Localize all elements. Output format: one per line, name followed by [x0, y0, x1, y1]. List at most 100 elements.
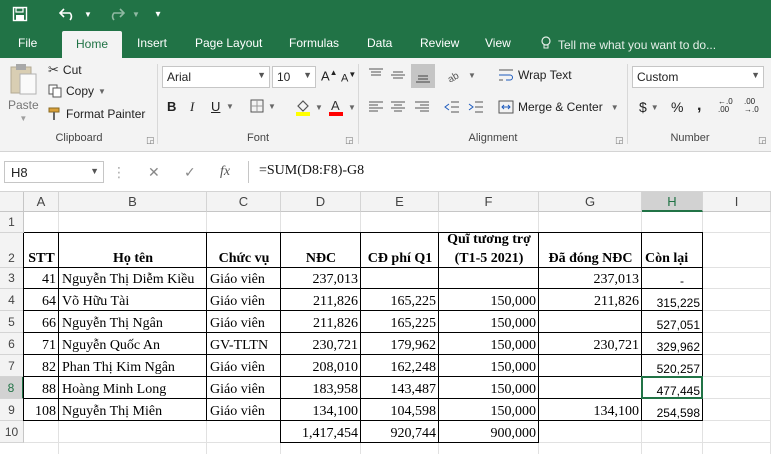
cell-quy-tuong-tro[interactable]: 150,000 — [490, 404, 537, 419]
cell-da-dong[interactable]: 211,826 — [594, 294, 639, 309]
percent-button[interactable]: % — [671, 99, 684, 115]
cancel-icon[interactable]: ✕ — [148, 164, 160, 180]
cell-da-dong[interactable]: 237,013 — [593, 272, 640, 287]
tab-home[interactable]: Home — [62, 31, 123, 58]
format-painter-button[interactable]: Format Painter — [48, 107, 145, 121]
font-name-combo[interactable]: Arial ▼ — [162, 66, 270, 88]
cell-cd-phi[interactable]: 162,248 — [390, 360, 437, 375]
increase-decimal-button[interactable]: ←.0.00 — [718, 98, 733, 114]
cell-cd-phi[interactable] — [361, 268, 439, 289]
font-launcher-icon[interactable]: ◲ — [345, 135, 354, 145]
cell-chuc-vu[interactable]: Giáo viên — [210, 404, 265, 419]
cell-ndc[interactable]: 237,013 — [312, 272, 359, 287]
cell-ho-ten[interactable]: Hoàng Minh Long — [62, 382, 167, 397]
underline-button[interactable]: U — [211, 99, 221, 114]
number-launcher-icon[interactable]: ◲ — [758, 135, 767, 145]
cell-stt[interactable]: 82 — [42, 360, 56, 375]
column-header-f[interactable]: F — [439, 192, 539, 212]
header-stt[interactable]: STT — [28, 251, 55, 266]
cell-ndc[interactable]: 134,100 — [312, 404, 359, 419]
row-header-6[interactable]: 6 — [0, 333, 24, 355]
header-ho-ten[interactable]: Họ tên — [112, 251, 154, 266]
column-header-c[interactable]: C — [207, 192, 281, 212]
cell-chuc-vu[interactable]: Giáo viên — [210, 382, 265, 397]
redo-icon[interactable] — [104, 4, 128, 24]
cell-ndc[interactable]: 211,826 — [313, 294, 358, 309]
undo-dropdown-icon[interactable]: ▼ — [84, 9, 92, 19]
cell-stt[interactable]: 64 — [42, 294, 56, 309]
column-header-g[interactable]: G — [539, 192, 642, 212]
worksheet-grid[interactable]: A B C D E F G H I 1 2 3 4 5 6 7 8 9 10 STT Họ tên Chức vụ NĐC C… — [0, 192, 771, 454]
column-header-i[interactable]: I — [703, 192, 771, 212]
column-header-d[interactable]: D — [281, 192, 361, 212]
cell-chuc-vu[interactable]: Giáo viên — [210, 272, 265, 287]
tell-me-box[interactable]: Tell me what you want to do... — [540, 36, 716, 53]
column-header-b[interactable]: B — [59, 192, 207, 212]
customize-icon[interactable]: ▾ — [155, 8, 161, 20]
select-all-corner[interactable] — [0, 192, 24, 212]
cell-da-dong[interactable] — [539, 311, 642, 333]
row-header-8[interactable]: 8 — [0, 377, 24, 399]
cell-con-lai[interactable]: 527,051 — [656, 318, 700, 332]
cell-stt[interactable]: 108 — [35, 404, 56, 419]
undo-icon[interactable] — [56, 4, 80, 24]
decrease-indent-button[interactable] — [444, 100, 460, 114]
cell-quy-tuong-tro[interactable] — [439, 268, 539, 289]
cut-button[interactable]: ✂ Cut — [48, 62, 82, 78]
cell-da-dong[interactable] — [539, 377, 642, 399]
header-ndc[interactable]: NĐC — [305, 251, 337, 266]
tab-data[interactable]: Data — [367, 36, 393, 50]
align-top-button[interactable] — [368, 68, 384, 82]
cell-quy-tuong-tro[interactable]: 150,000 — [490, 294, 537, 309]
cell-con-lai[interactable]: 477,445 — [656, 384, 700, 398]
merge-center-button[interactable]: Merge & Center ▼ — [498, 100, 619, 114]
copy-button[interactable]: Copy ▼ — [48, 84, 106, 98]
cell-ndc[interactable]: 211,826 — [313, 316, 358, 331]
insert-function-icon[interactable]: fx — [220, 164, 231, 179]
cell-cd-phi[interactable]: 143,487 — [390, 382, 437, 397]
cell-ho-ten[interactable]: Nguyễn Thị Ngân — [62, 316, 163, 331]
underline-dropdown-icon[interactable]: ▼ — [226, 102, 234, 111]
cell-con-lai[interactable]: 329,962 — [656, 340, 700, 354]
borders-button[interactable]: ▼ — [250, 99, 276, 113]
comma-button[interactable]: , — [697, 97, 702, 114]
row-header-5[interactable]: 5 — [0, 311, 24, 333]
wrap-text-button[interactable]: Wrap Text — [498, 68, 572, 82]
tab-insert[interactable]: Insert — [137, 36, 168, 50]
tab-page-layout[interactable]: Page Layout — [195, 36, 263, 50]
cell-quy-tuong-tro[interactable]: 150,000 — [490, 382, 537, 397]
formula-input[interactable]: =SUM(D8:F8)-G8 — [248, 161, 771, 183]
cell-stt[interactable]: 41 — [42, 272, 56, 287]
cell-stt[interactable]: 71 — [42, 338, 56, 353]
redo-dropdown-icon[interactable]: ▼ — [132, 9, 140, 19]
cell-quy-tuong-tro[interactable]: 150,000 — [490, 316, 537, 331]
cell-ho-ten[interactable]: Nguyễn Quốc An — [62, 338, 160, 353]
currency-button[interactable]: $ ▼ — [639, 99, 659, 115]
align-left-button[interactable] — [368, 100, 384, 114]
header-con-lai[interactable]: Còn lại — [645, 251, 689, 266]
cell-da-dong[interactable] — [539, 355, 642, 377]
cell-ho-ten[interactable]: Phan Thị Kim Ngân — [62, 360, 175, 375]
fill-color-button[interactable]: ▼ — [295, 98, 323, 116]
font-color-button[interactable]: A ▼ — [328, 98, 356, 116]
row-header-4[interactable]: 4 — [0, 289, 24, 311]
font-size-combo[interactable]: 10 ▼ — [272, 66, 316, 88]
cell-cd-phi[interactable]: 165,225 — [390, 294, 437, 309]
header-cd-phi[interactable]: CĐ phí Q1 — [367, 251, 433, 266]
decrease-decimal-button[interactable]: .00 →.0 — [744, 98, 759, 114]
cell-cd-phi[interactable]: 165,225 — [390, 316, 437, 331]
cell-cd-phi[interactable]: 104,598 — [390, 404, 437, 419]
row-header-10[interactable]: 10 — [0, 421, 24, 443]
increase-font-button[interactable]: A▲ — [321, 68, 338, 83]
total-ndc[interactable]: 1,417,454 — [302, 426, 358, 441]
row-header-1[interactable]: 1 — [0, 212, 24, 233]
cell-chuc-vu[interactable]: Giáo viên — [210, 294, 265, 309]
increase-indent-button[interactable] — [468, 100, 484, 114]
cell-quy-tuong-tro[interactable]: 150,000 — [490, 360, 537, 375]
column-header-e[interactable]: E — [361, 192, 439, 212]
header-quy-tuong-tro[interactable]: Quĩ tương trợ (T1-5 2021) — [439, 232, 539, 268]
total-quy-tuong-tro[interactable]: 900,000 — [490, 426, 537, 441]
row-header-7[interactable]: 7 — [0, 355, 24, 377]
cell-chuc-vu[interactable]: GV-TLTN — [210, 338, 269, 353]
cell-ho-ten[interactable]: Nguyễn Thị Diễm Kiều — [62, 272, 195, 287]
